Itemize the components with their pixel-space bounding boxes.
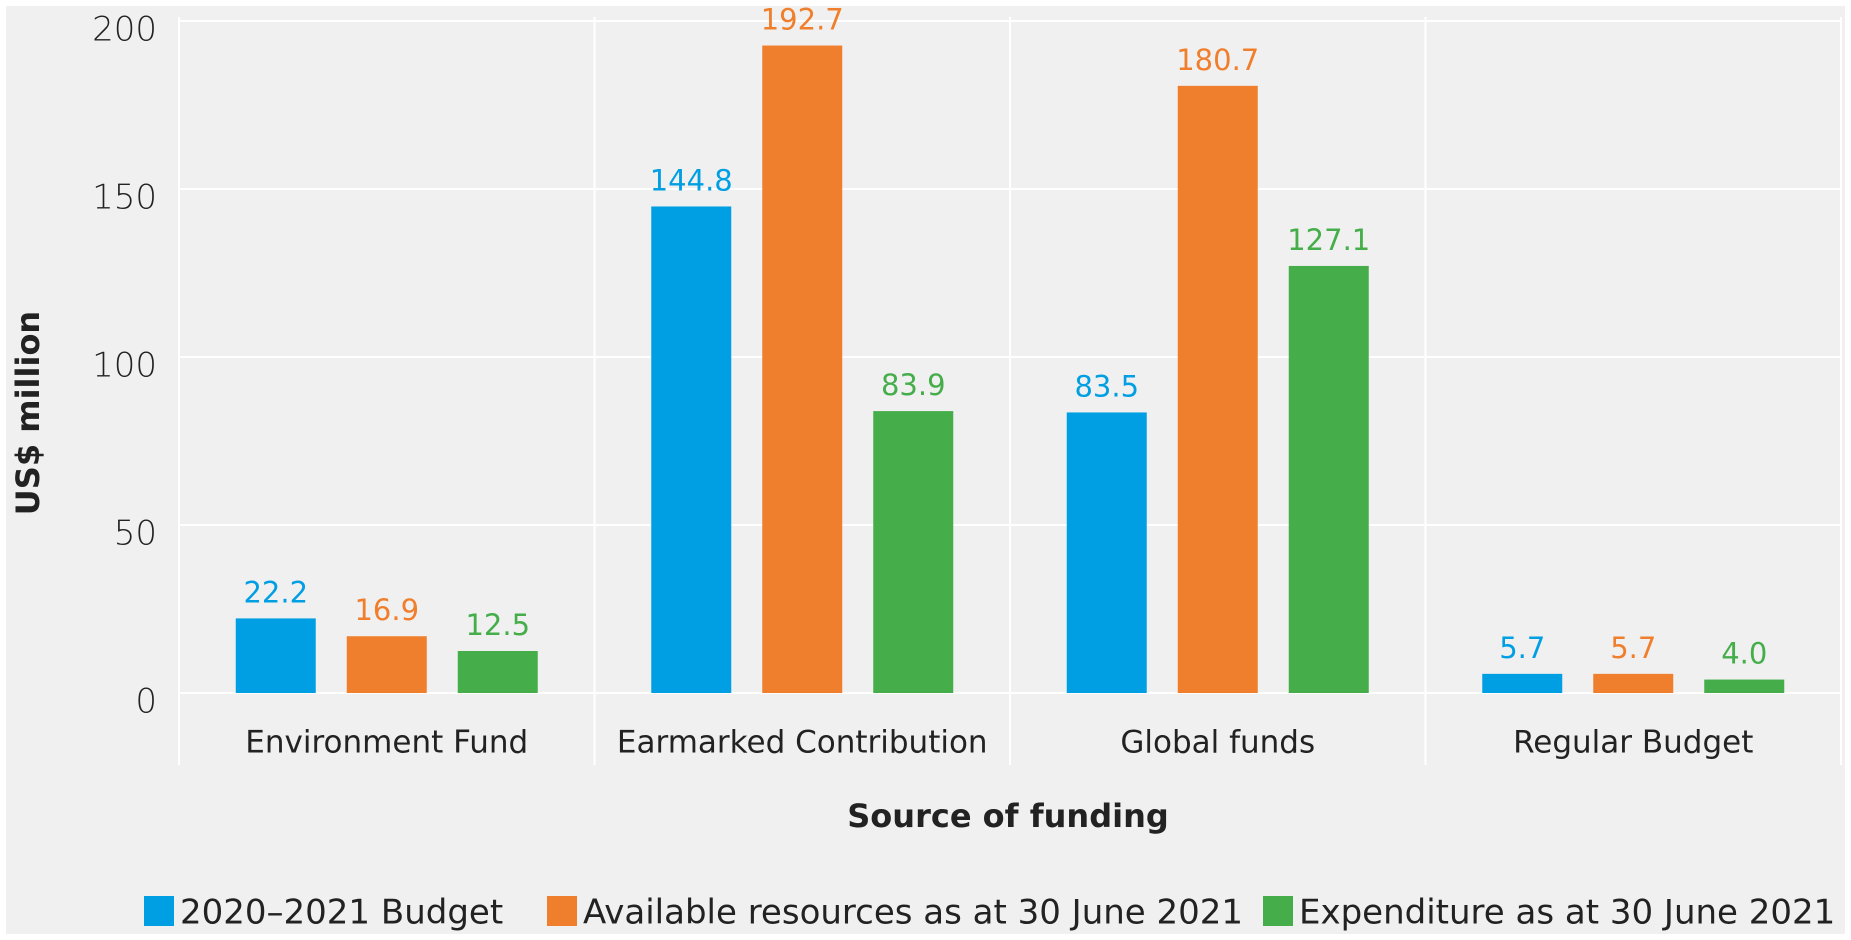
bar: [457, 651, 538, 693]
y-tick-label: 100: [92, 346, 157, 386]
y-tick-label: 150: [92, 178, 157, 218]
legend-swatch: [547, 896, 577, 926]
data-label: 83.9: [881, 368, 946, 402]
x-tick-label: Global funds: [1120, 725, 1315, 761]
data-label: 180.7: [1176, 43, 1259, 77]
bar: [1177, 85, 1258, 693]
data-label: 22.2: [243, 575, 308, 609]
data-label: 192.7: [761, 3, 844, 37]
bar: [1593, 673, 1674, 693]
x-axis-title: Source of funding: [847, 797, 1169, 835]
bar: [1482, 673, 1563, 693]
bar: [346, 636, 427, 693]
legend-label: Expenditure as at 30 June 2021: [1299, 893, 1835, 933]
bar: [1066, 412, 1147, 693]
y-tick-label: 0: [135, 682, 157, 722]
x-tick-label: Regular Budget: [1513, 725, 1753, 761]
data-label: 127.1: [1287, 223, 1370, 257]
legend-label: Available resources as at 30 June 2021: [583, 893, 1243, 933]
bar: [873, 411, 954, 693]
data-label: 4.0: [1721, 637, 1767, 671]
bar: [762, 45, 843, 693]
data-label: 144.8: [650, 163, 733, 197]
legend-swatch: [1263, 896, 1293, 926]
data-label: 83.5: [1074, 369, 1139, 403]
x-tick-label: Environment Fund: [245, 725, 528, 761]
data-label: 12.5: [465, 608, 530, 642]
data-label: 16.9: [354, 593, 419, 627]
legend-swatch: [144, 896, 174, 926]
y-axis-title: US$ million: [9, 311, 47, 515]
bar: [1704, 679, 1785, 693]
legend-label: 2020–2021 Budget: [180, 893, 503, 933]
bar: [235, 618, 316, 693]
y-tick-label: 50: [114, 514, 157, 554]
x-tick-label: Earmarked Contribution: [617, 725, 988, 761]
data-label: 5.7: [1499, 631, 1545, 665]
y-tick-label: 200: [92, 10, 157, 50]
data-label: 5.7: [1610, 631, 1656, 665]
bar: [1288, 265, 1369, 693]
bar: [651, 206, 732, 694]
